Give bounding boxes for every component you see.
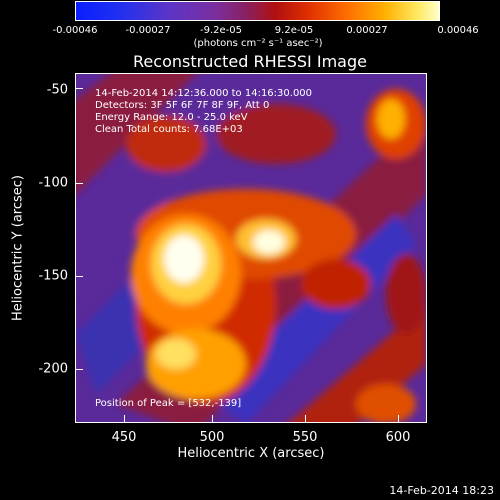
heatmap-plot (75, 73, 427, 423)
x-axis-label: Heliocentric X (arcsec) (177, 446, 325, 461)
x-tick-label: 500 (199, 430, 225, 445)
heatmap-image (76, 74, 426, 422)
colorbar (75, 1, 440, 21)
info-energy: Energy Range: 12.0 - 25.0 keV (95, 112, 248, 123)
y-tick-label: -100 (38, 175, 68, 191)
info-time: 14-Feb-2014 14:12:36.000 to 14:16:30.000 (95, 88, 313, 99)
footer-timestamp: 14-Feb-2014 18:23 (389, 484, 494, 497)
x-tick-label: 550 (292, 430, 318, 445)
peak-position: Position of Peak = [532,-139] (95, 398, 242, 409)
y-tick-label: -50 (46, 82, 68, 98)
x-tick-label: 600 (385, 430, 411, 445)
colorbar-unit: (photons cm⁻² s⁻¹ asec⁻²) (193, 38, 323, 49)
plot-title: Reconstructed RHESSI Image (133, 52, 367, 71)
y-axis-label: Heliocentric Y (arcsec) (10, 175, 26, 321)
colorbar-tick: -0.00046 (52, 25, 98, 36)
colorbar-tick: 0.00027 (346, 25, 388, 36)
colorbar-tick: -0.00027 (125, 25, 171, 36)
x-tick-label: 450 (111, 430, 137, 445)
y-tick-label: -200 (38, 361, 68, 377)
colorbar-tick: -9.2e-05 (200, 25, 242, 36)
info-detectors: Detectors: 3F 5F 6F 7F 8F 9F, Att 0 (95, 100, 270, 111)
y-tick-label: -150 (38, 268, 68, 284)
colorbar-tick: 0.00046 (437, 25, 479, 36)
info-clean: Clean Total counts: 7.68E+03 (95, 124, 243, 135)
colorbar-tick: 9.2e-05 (274, 25, 314, 36)
